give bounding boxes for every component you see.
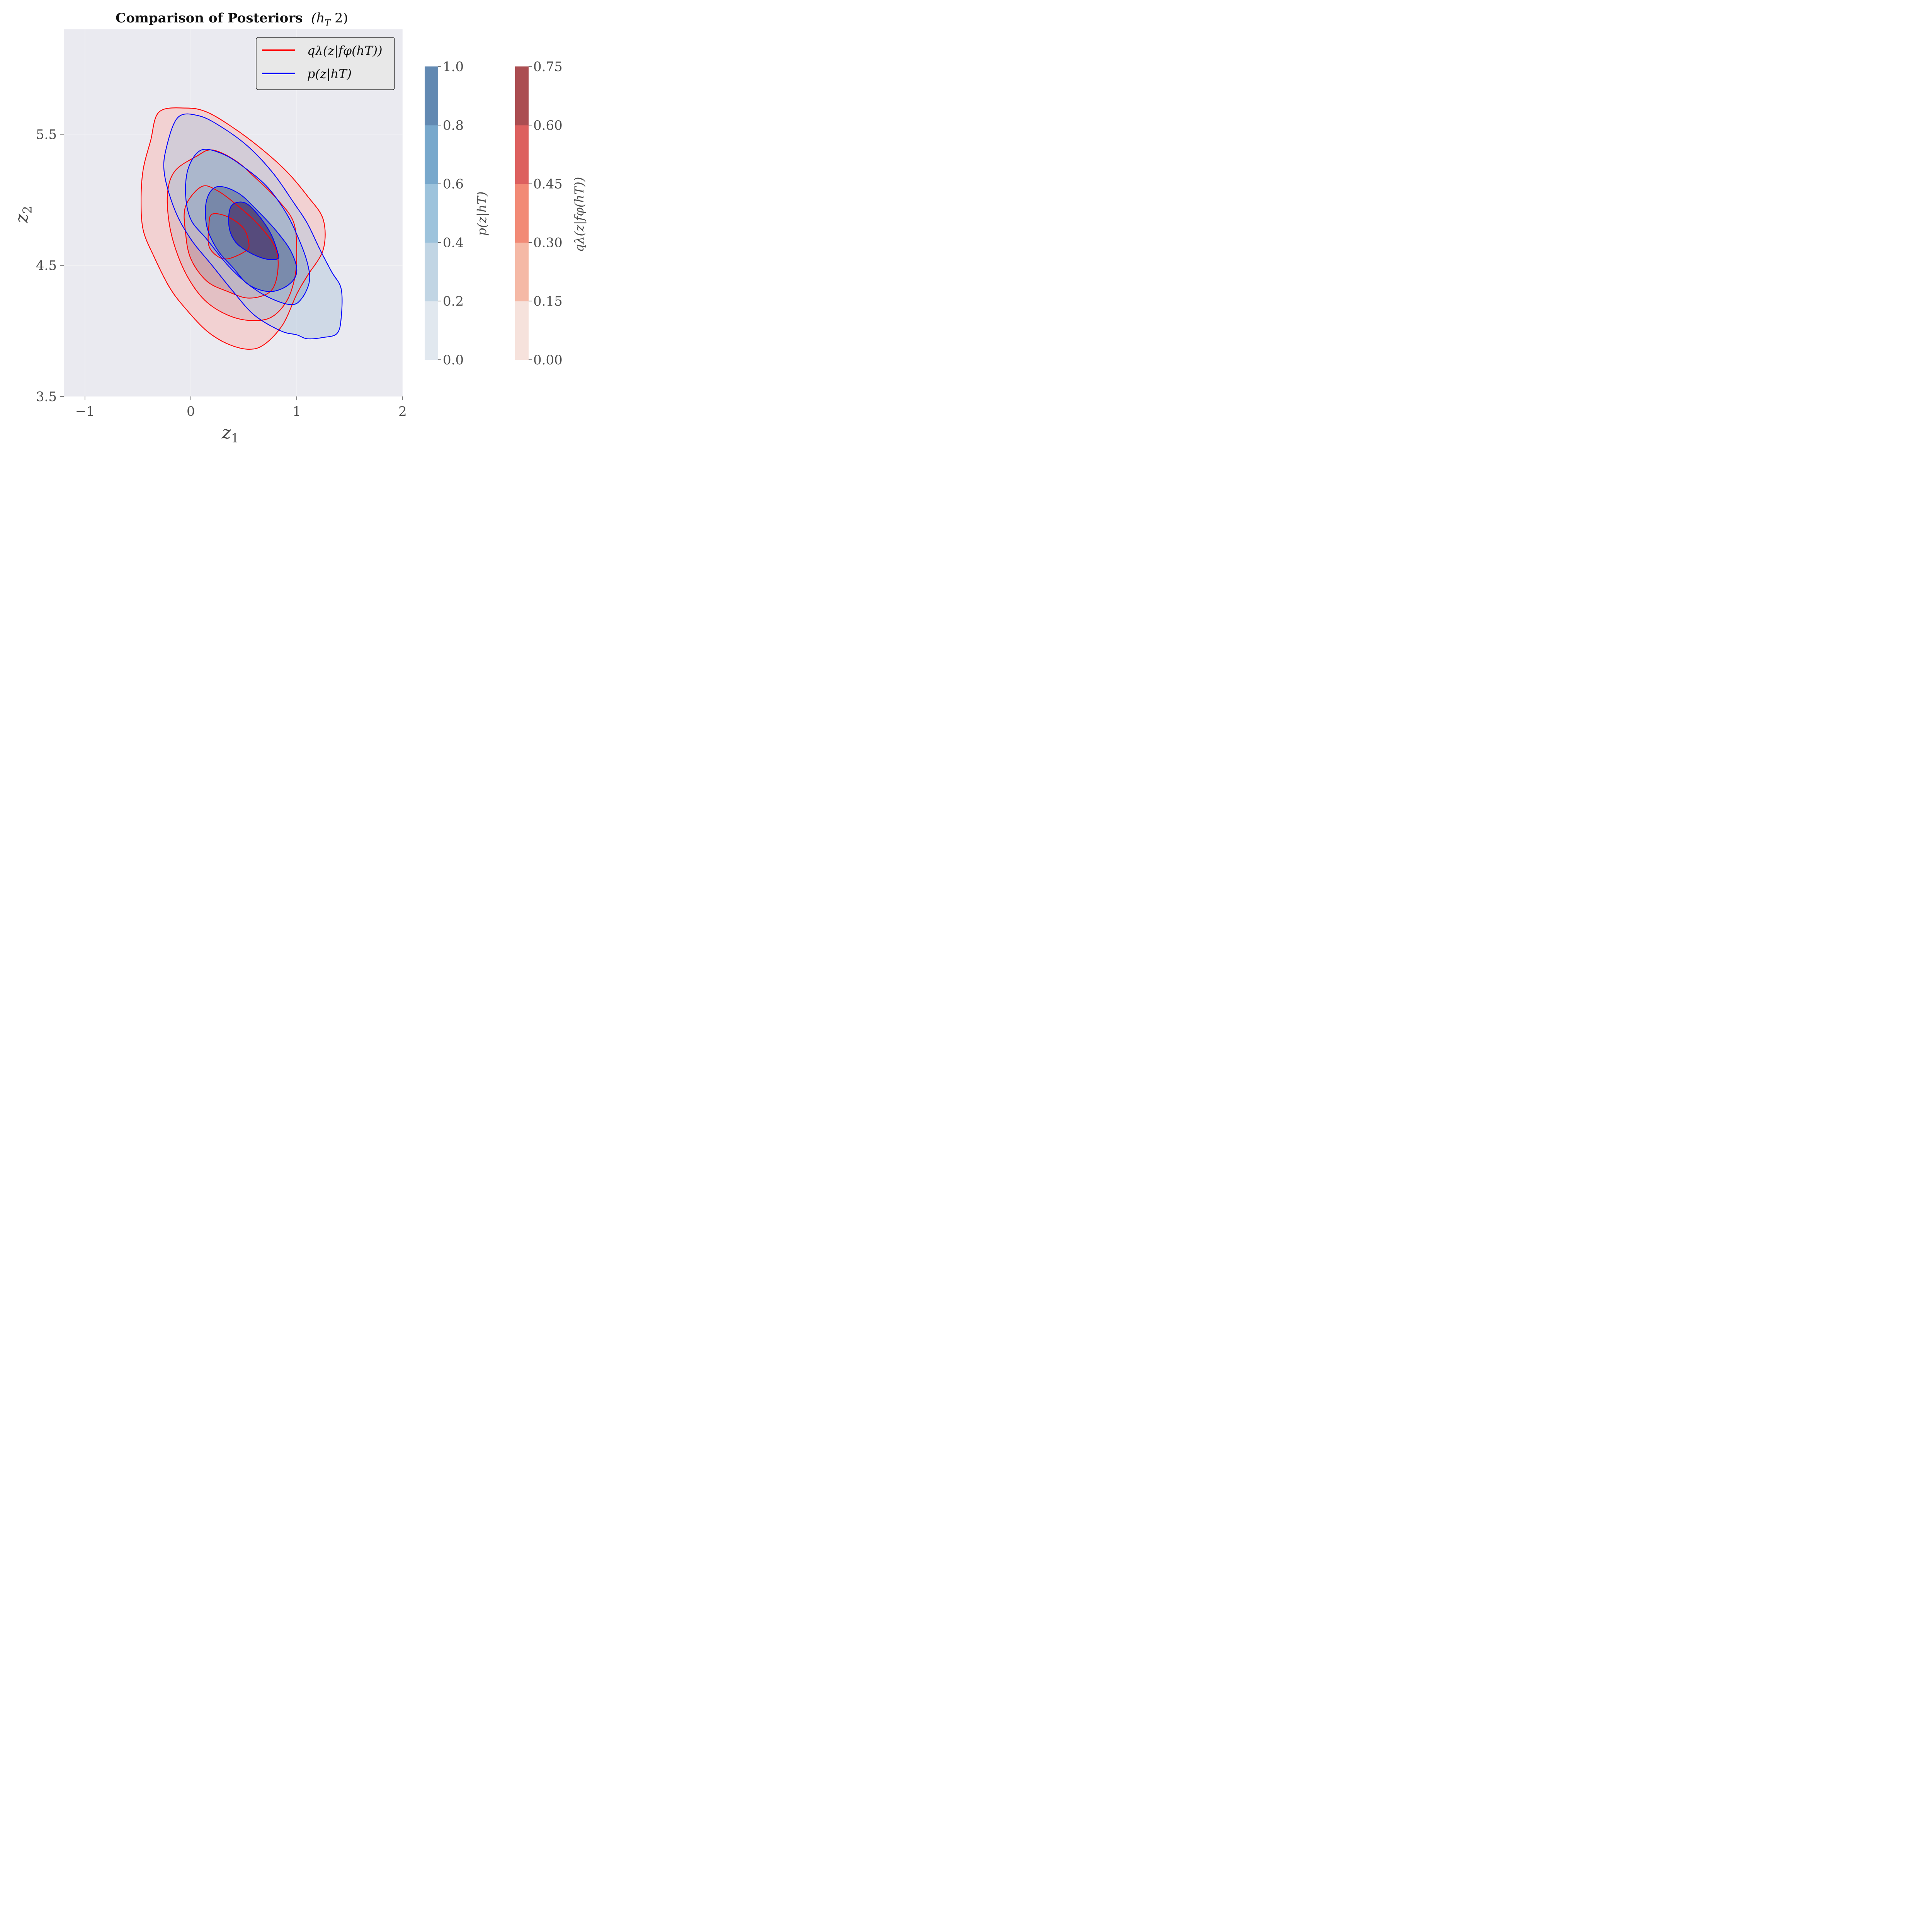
title-math-tail: 2): [330, 10, 348, 26]
colorbar-1-tick-label-4: 0.60: [533, 118, 563, 133]
colorbar-0-band-1: [425, 242, 438, 301]
x-axis-title-text: z: [221, 422, 231, 443]
colorbar-0-tick-label-1: 0.2: [443, 294, 464, 309]
legend-label-q: qλ(z|fφ(hT)): [307, 43, 383, 58]
contour-line-q-2: [184, 185, 279, 299]
colorbar-0-band-2: [425, 184, 438, 243]
y-axis-title-text: z: [11, 213, 32, 223]
contour-line-q-3: [207, 213, 250, 260]
colorbar-1-tick-label-0: 0.00: [533, 352, 563, 368]
colorbar-1-band-2: [515, 184, 529, 243]
y-tick-label-0: 3.5: [36, 389, 57, 405]
contour-line-q-0: [140, 107, 326, 350]
colorbar-0-band-4: [425, 66, 438, 126]
x-tick-label-0: −1: [75, 404, 95, 419]
plot-title: Comparison of Posteriors (hT 2): [116, 10, 348, 28]
colorbar-1-band-3: [515, 125, 529, 184]
colorbar-1-band-4: [515, 66, 529, 126]
y-tick-label-2: 5.5: [36, 127, 57, 142]
y-tick-label-1: 4.5: [36, 258, 57, 274]
axes: −1 0 1 2 3.5 4.5 5.5: [36, 127, 407, 419]
chart: −1 0 1 2 3.5 4.5 5.5 Comparison of Posteriors …: [11, 10, 587, 446]
colorbar-0-tick-label-3: 0.6: [443, 177, 464, 192]
contour-fill-p-3: [228, 202, 279, 260]
x-tick-label-1: 0: [187, 404, 195, 419]
colorbar-0-band-0: [425, 301, 438, 360]
x-axis-title: z1: [221, 422, 239, 446]
contour-line-p-1: [185, 149, 310, 305]
colorbar-1-band-1: [515, 242, 529, 301]
y-axis-title: z2: [11, 206, 35, 224]
contour-line-q-1: [167, 149, 298, 321]
colorbar-0-tick-label-0: 0.0: [443, 352, 464, 368]
colorbar-1-band-0: [515, 301, 529, 360]
colorbar-0-tick-label-2: 0.4: [443, 235, 464, 250]
colorbar-q-label: qλ(z|fφ(hT)): [572, 177, 587, 252]
colorbar-1-tick-label-3: 0.45: [533, 177, 563, 192]
colorbar-p-label: p(z|hT): [474, 191, 489, 236]
colorbar-p: 0.0 0.2 0.4 0.6 0.8 1.0: [425, 59, 464, 368]
colorbar-1-tick-label-5: 0.75: [533, 59, 563, 75]
legend-label-p: p(z|hT): [307, 66, 352, 81]
title-bold-text: Comparison of Posteriors: [116, 10, 303, 26]
x-tick-label-3: 2: [398, 404, 407, 419]
colorbar-1-tick-label-2: 0.30: [533, 235, 563, 250]
x-axis-title-subscript: 1: [231, 431, 239, 446]
colorbar-1-tick-label-1: 0.15: [533, 294, 563, 309]
y-axis-title-subscript: 2: [20, 206, 35, 214]
contour-layers: [140, 107, 343, 350]
title-math-subscript: T: [325, 18, 331, 28]
contour-line-p-2: [205, 186, 298, 292]
colorbar-0-tick-label-4: 0.8: [443, 118, 464, 133]
colorbar-q: 0.00 0.15 0.30 0.45 0.60 0.75: [515, 59, 563, 368]
legend: qλ(z|fφ(hT)) p(z|hT): [256, 37, 395, 90]
x-tick-label-2: 1: [293, 404, 301, 419]
contour-line-p-3: [228, 201, 279, 260]
colorbar-0-tick-label-5: 1.0: [443, 59, 464, 75]
contour-line-p-0: [163, 113, 343, 340]
title-math-text: (h: [311, 10, 325, 26]
colorbar-0-band-3: [425, 125, 438, 184]
